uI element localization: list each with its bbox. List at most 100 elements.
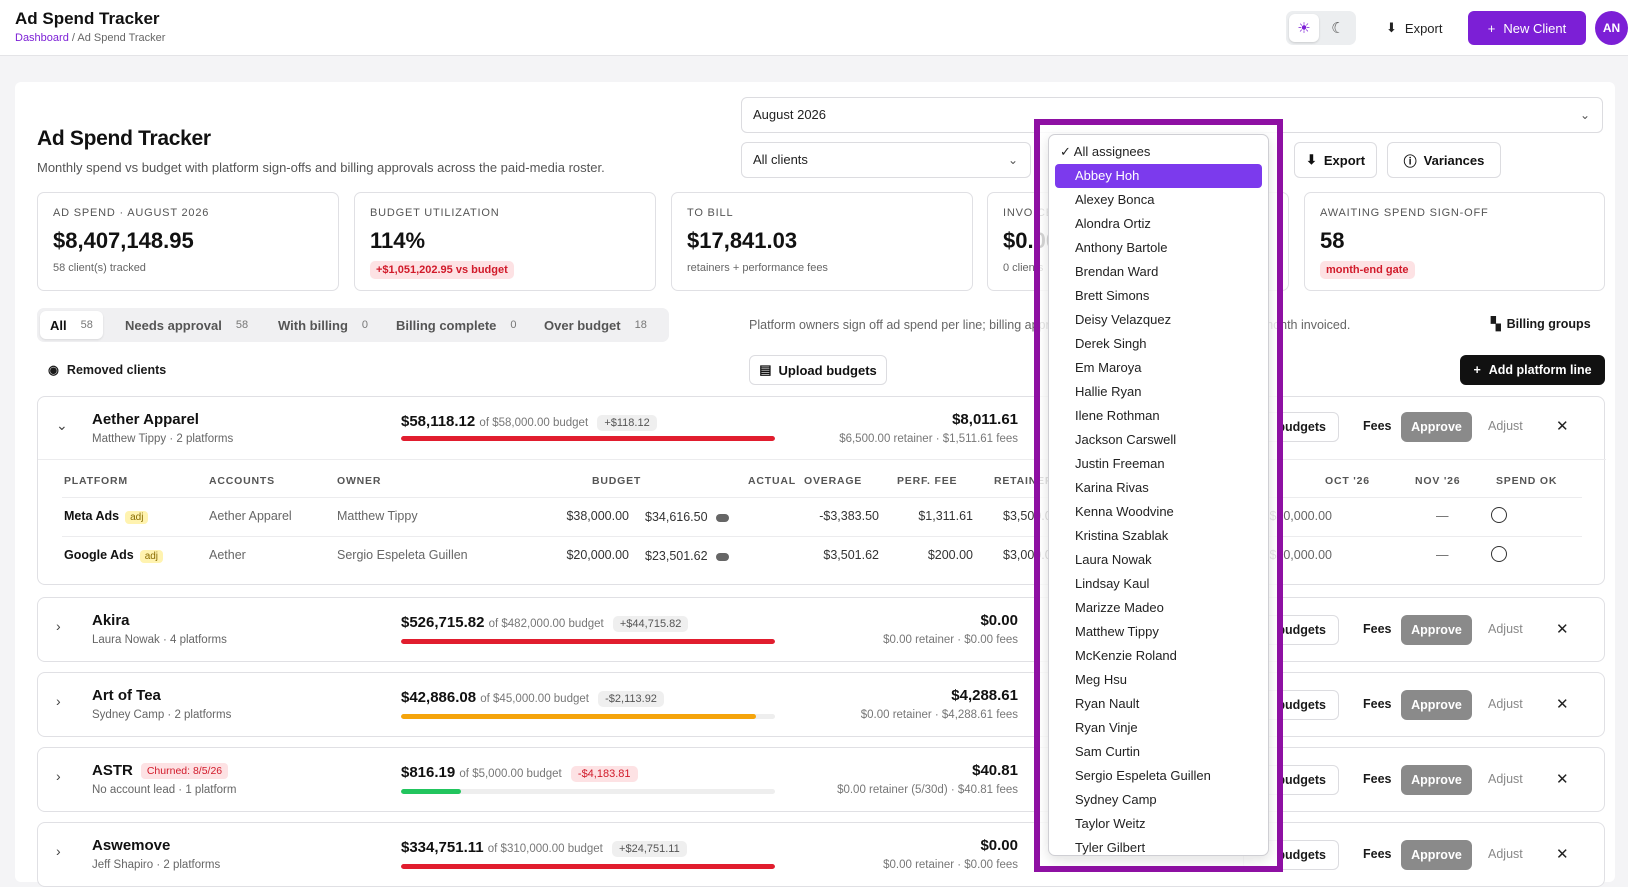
- assignee-option[interactable]: Deisy Velazquez: [1075, 312, 1172, 327]
- assignee-option[interactable]: Alondra Ortiz: [1075, 216, 1151, 231]
- assignee-option[interactable]: Brett Simons: [1075, 288, 1150, 303]
- tab-needs-approval[interactable]: Needs approval 58: [115, 311, 258, 339]
- assignee-option[interactable]: Alexey Bonca: [1075, 192, 1155, 207]
- spend-value: $42,886.08: [401, 689, 477, 706]
- assignee-option[interactable]: Kristina Szablak: [1075, 528, 1169, 543]
- assignee-option[interactable]: Em Maroya: [1075, 360, 1142, 375]
- fees-button[interactable]: Fees: [1363, 622, 1392, 636]
- account-cell: Aether Apparel: [209, 509, 292, 523]
- assignee-option[interactable]: McKenzie Roland: [1075, 648, 1177, 663]
- add-platform-line-label: Add platform line: [1488, 363, 1592, 377]
- assignee-option[interactable]: Sergio Espeleta Guillen: [1075, 768, 1211, 783]
- assignee-dropdown-list[interactable]: ✓ All assignees Abbey Hoh Alexey Bonca Alon…: [1048, 134, 1269, 856]
- variances-button[interactable]: ⓘ Variances: [1387, 142, 1501, 178]
- column-header: BUDGET: [592, 475, 642, 487]
- spend-ok-checkbox[interactable]: [1491, 507, 1507, 523]
- fees-button[interactable]: Fees: [1363, 697, 1392, 711]
- chevron-right-icon[interactable]: ›: [56, 618, 61, 634]
- tab-all[interactable]: All 58: [40, 311, 103, 339]
- sun-icon[interactable]: ☀: [1289, 14, 1319, 42]
- filter-export-label: Export: [1323, 152, 1366, 168]
- tab-with-billing[interactable]: With billing 0: [268, 311, 378, 339]
- assignee-option[interactable]: Brendan Ward: [1075, 264, 1159, 279]
- assignee-option[interactable]: Ryan Vinje: [1075, 720, 1138, 735]
- assignee-option[interactable]: ✓ All assignees: [1060, 144, 1151, 159]
- assignee-option[interactable]: Lindsay Kaul: [1075, 576, 1150, 591]
- adjust-button[interactable]: Adjust: [1488, 622, 1523, 636]
- assignee-option[interactable]: Ilene Rothman: [1075, 408, 1160, 423]
- assignee-option[interactable]: Taylor Weitz: [1075, 816, 1146, 831]
- adjust-button[interactable]: Adjust: [1488, 847, 1523, 861]
- column-header: PLATFORM: [64, 475, 128, 487]
- assignee-option[interactable]: Kenna Woodvine: [1075, 504, 1174, 519]
- chevron-right-icon[interactable]: ›: [56, 693, 61, 709]
- assignee-option[interactable]: Derek Singh: [1075, 336, 1147, 351]
- assignee-option[interactable]: Marizze Madeo: [1075, 600, 1164, 615]
- fees-button[interactable]: Fees: [1363, 772, 1392, 786]
- bill-amount: $40.81: [972, 762, 1018, 779]
- fees-button[interactable]: Fees: [1363, 419, 1392, 433]
- assignee-option[interactable]: Meg Hsu: [1075, 672, 1128, 687]
- billing-groups-button[interactable]: ▚ Billing groups: [1491, 316, 1591, 332]
- assignee-option[interactable]: Tyler Gilbert: [1075, 840, 1146, 855]
- budget-cell: $20,000.00: [566, 548, 629, 562]
- client-card-astr: › ASTR Churned: 8/5/26 No account lead · …: [37, 747, 1605, 812]
- stat-pill: +$1,051,202.95 vs budget: [370, 261, 514, 279]
- new-client-button[interactable]: + New Client: [1468, 11, 1586, 45]
- approve-button[interactable]: Approve: [1401, 840, 1472, 870]
- adjust-button[interactable]: Adjust: [1488, 772, 1523, 786]
- client-name[interactable]: Aswemove: [92, 837, 171, 854]
- chevron-down-icon[interactable]: ⌄: [56, 417, 68, 433]
- filter-export-button[interactable]: ⬇ Export: [1294, 142, 1377, 178]
- spend-ok-checkbox[interactable]: [1491, 546, 1507, 562]
- close-icon[interactable]: ✕: [1556, 771, 1569, 788]
- close-icon[interactable]: ✕: [1556, 846, 1569, 863]
- client-name[interactable]: ASTR Churned: 8/5/26: [92, 762, 229, 780]
- assignee-option[interactable]: Ryan Nault: [1075, 696, 1140, 711]
- chevron-right-icon[interactable]: ›: [56, 768, 61, 784]
- adjust-button[interactable]: Adjust: [1488, 419, 1523, 433]
- column-header: OCT '26: [1325, 475, 1370, 487]
- assignee-option[interactable]: Matthew Tippy: [1075, 624, 1159, 639]
- approve-button[interactable]: Approve: [1401, 412, 1472, 442]
- tab-label: Needs approval: [125, 317, 222, 333]
- close-icon[interactable]: ✕: [1556, 696, 1569, 713]
- tab-over-budget[interactable]: Over budget 18: [534, 311, 657, 339]
- tab-billing-complete[interactable]: Billing complete 0: [386, 311, 527, 339]
- client-name[interactable]: Art of Tea: [92, 687, 161, 704]
- moon-icon[interactable]: ☾: [1331, 20, 1345, 37]
- stat-note: retainers + performance fees: [687, 262, 828, 274]
- breadcrumb-dashboard-link[interactable]: Dashboard: [15, 32, 69, 44]
- client-name[interactable]: Aether Apparel: [92, 411, 199, 428]
- approve-button[interactable]: Approve: [1401, 690, 1472, 720]
- top-export-button[interactable]: ⬇ Export: [1376, 11, 1452, 45]
- close-icon[interactable]: ✕: [1556, 418, 1569, 435]
- avatar[interactable]: AN: [1595, 11, 1628, 45]
- assignee-option[interactable]: Abbey Hoh: [1055, 164, 1262, 188]
- client-select[interactable]: All clients ⌄: [741, 142, 1031, 178]
- approve-button[interactable]: Approve: [1401, 765, 1472, 795]
- client-spend: $58,118.12 of $58,000.00 budget +$118.12: [401, 413, 657, 431]
- approve-button[interactable]: Approve: [1401, 615, 1472, 645]
- delta-badge: -$4,183.81: [570, 766, 638, 782]
- adjust-button[interactable]: Adjust: [1488, 697, 1523, 711]
- removed-clients-button[interactable]: ◉ Removed clients: [48, 362, 166, 378]
- client-card-akira: › Akira Laura Nowak · 4 platforms $526,7…: [37, 597, 1605, 662]
- fees-button[interactable]: Fees: [1363, 847, 1392, 861]
- upload-budgets-button[interactable]: ▤ Upload budgets: [749, 355, 887, 385]
- assignee-option[interactable]: Jackson Carswell: [1075, 432, 1177, 447]
- platform-cell: Google Ads adj: [64, 548, 164, 563]
- assignee-option[interactable]: Sam Curtin: [1075, 744, 1141, 759]
- add-platform-line-button[interactable]: + Add platform line: [1460, 355, 1605, 385]
- assignee-option[interactable]: Justin Freeman: [1075, 456, 1165, 471]
- owner-cell: Matthew Tippy: [337, 509, 418, 523]
- assignee-option[interactable]: Sydney Camp: [1075, 792, 1157, 807]
- chevron-right-icon[interactable]: ›: [56, 843, 61, 859]
- assignee-option[interactable]: Laura Nowak: [1075, 552, 1152, 567]
- client-name[interactable]: Akira: [92, 612, 130, 629]
- download-icon: ⬇: [1386, 20, 1397, 35]
- close-icon[interactable]: ✕: [1556, 621, 1569, 638]
- assignee-option[interactable]: Hallie Ryan: [1075, 384, 1142, 399]
- assignee-option[interactable]: Anthony Bartole: [1075, 240, 1168, 255]
- assignee-option[interactable]: Karina Rivas: [1075, 480, 1149, 495]
